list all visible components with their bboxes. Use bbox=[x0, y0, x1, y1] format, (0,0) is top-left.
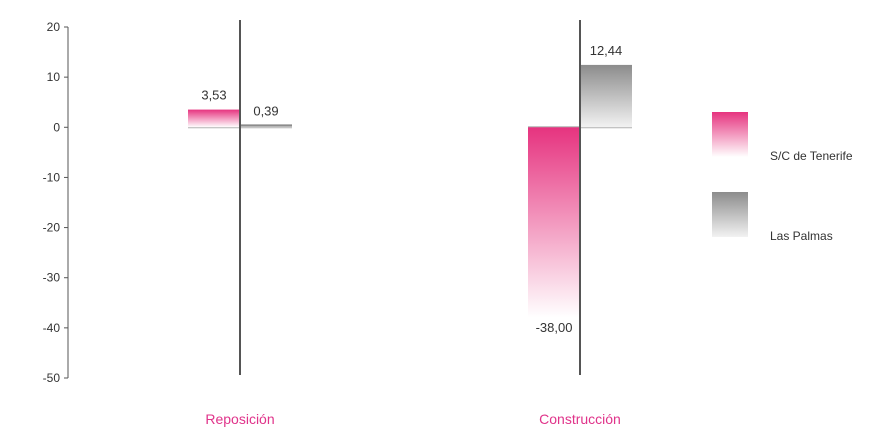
bar-tenerife bbox=[188, 109, 240, 128]
data-label: 3,53 bbox=[201, 88, 226, 103]
y-axis: 20 10 0 -10 -20 -30 -40 -50 bbox=[43, 20, 69, 385]
y-tick-label: -40 bbox=[43, 321, 61, 335]
y-tick-label: -50 bbox=[43, 371, 61, 385]
category-label: Reposición bbox=[205, 411, 274, 427]
legend-swatch bbox=[712, 192, 748, 237]
data-label: 12,44 bbox=[590, 43, 623, 58]
legend-swatch bbox=[712, 112, 748, 157]
y-tick-label: 0 bbox=[53, 120, 60, 134]
y-tick-label: -10 bbox=[43, 170, 61, 184]
y-tick-label: -30 bbox=[43, 271, 61, 285]
bar-las-palmas bbox=[580, 64, 632, 128]
category-labels: Reposición Construcción bbox=[205, 411, 620, 427]
data-labels: 3,53 0,39 -38,00 12,44 bbox=[201, 43, 622, 335]
legend: S/C de Tenerife Las Palmas bbox=[712, 112, 853, 243]
category-label: Construcción bbox=[539, 411, 621, 427]
y-tick-label: 20 bbox=[47, 20, 61, 34]
bars bbox=[188, 20, 632, 375]
data-label: 0,39 bbox=[253, 103, 278, 118]
data-label: -38,00 bbox=[536, 320, 573, 335]
y-tick-label: -20 bbox=[43, 221, 61, 235]
legend-label: S/C de Tenerife bbox=[770, 149, 853, 163]
y-tick-label: 10 bbox=[47, 70, 61, 84]
bar-tenerife bbox=[528, 127, 580, 318]
legend-label: Las Palmas bbox=[770, 229, 833, 243]
